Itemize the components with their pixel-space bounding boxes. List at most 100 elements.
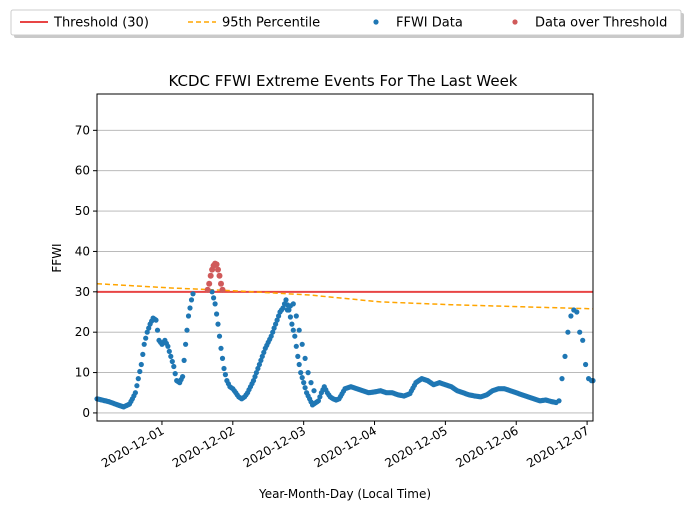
over-threshold-point <box>219 286 226 293</box>
ffwi-data-point <box>214 311 220 317</box>
ffwi-data-point <box>181 357 187 363</box>
ffwi-data-point <box>298 370 304 376</box>
ffwi-data-point <box>292 333 298 339</box>
legend-swatch-marker <box>512 19 518 25</box>
ffwi-data-point <box>305 370 311 376</box>
ffwi-data-point <box>180 374 186 380</box>
ffwi-data-point <box>137 368 143 375</box>
ffwi-data-point <box>153 317 159 323</box>
ffwi-data-point <box>574 309 580 315</box>
ffwi-data-point <box>146 325 152 331</box>
legend-label: Data over Threshold <box>535 16 667 31</box>
percentile-95-line <box>96 282 594 310</box>
ffwi-data-point <box>271 325 277 331</box>
ffwi-data-point <box>219 355 226 361</box>
y-tick-label: 20 <box>75 325 90 339</box>
legend-items: Threshold (30) 95th Percentile FFWI Data Da… <box>20 16 667 31</box>
ffwi-data-point <box>261 349 267 355</box>
ffwi-data-point <box>215 321 221 327</box>
grid-lines <box>97 129 593 414</box>
y-tick-label: 50 <box>75 204 90 218</box>
ffwi-data-point <box>253 370 259 376</box>
ffwi-data-point <box>580 337 586 343</box>
ffwi-data-point <box>222 372 228 378</box>
ffwi-data-point <box>184 327 190 333</box>
ffwi-data-point <box>577 329 583 335</box>
ffwi-data-point <box>293 343 299 349</box>
legend: Threshold (30) 95th Percentile FFWI Data Da… <box>10 9 684 38</box>
x-tick-label: 2020-12-02 <box>170 423 237 470</box>
ffwi-data-point <box>258 357 264 363</box>
ffwi-data-point <box>168 353 174 359</box>
ffwi-data-point <box>171 363 177 370</box>
ffwi-data-point <box>280 305 286 311</box>
y-tick-label: 30 <box>75 285 90 299</box>
x-tick-label: 2020-12-03 <box>241 423 308 470</box>
over-threshold-point <box>204 286 211 293</box>
ffwi-data-point <box>284 307 290 313</box>
ffwi-data-point <box>301 380 307 386</box>
x-tick-label: 2020-12-04 <box>312 423 379 470</box>
ffwi-data-point <box>169 358 175 365</box>
ffwi-data-point <box>287 314 293 320</box>
ffwi-data-point <box>166 348 172 354</box>
ffwi-data-point <box>143 335 149 341</box>
ffwi-data-point <box>218 345 224 351</box>
ffwi-data-point <box>134 383 140 389</box>
ffwi-data-point <box>255 365 261 372</box>
ffwi-data-point <box>185 313 192 319</box>
ffwi-data-point <box>172 371 178 377</box>
ffwi-data-point <box>290 327 296 333</box>
ffwi-data-point <box>565 329 571 335</box>
ffwi-data-point <box>302 355 308 361</box>
ffwi-data-point <box>140 351 146 357</box>
ffwi-data-point <box>187 305 193 311</box>
ffwi-data-point <box>132 390 138 396</box>
ffwi-data-point <box>562 353 568 359</box>
legend-frame <box>10 9 682 36</box>
ffwi-data-point <box>273 321 279 327</box>
ffwi-data-point <box>293 313 299 319</box>
x-axis-label: Year-Month-Day (Local Time) <box>258 487 431 501</box>
ffwi-data-point <box>256 361 262 368</box>
ffwi-data-point <box>250 378 257 384</box>
ffwi-data-point <box>268 333 274 339</box>
ffwi-data-point <box>556 398 562 404</box>
ffwi-data-point <box>141 341 147 347</box>
ffwi-data-point <box>165 343 171 349</box>
ffwi-data-point <box>144 329 150 335</box>
y-tick-label: 70 <box>75 123 90 137</box>
ffwi-data-point <box>568 313 574 319</box>
ffwi-data-point <box>308 380 314 386</box>
ffwi-data-point <box>290 301 296 307</box>
ffwi-data-point <box>559 376 565 382</box>
ffwi-data-point <box>212 301 218 307</box>
over-threshold-point <box>206 280 213 287</box>
ffwi-data-point <box>135 376 141 382</box>
ffwi-data-point <box>154 327 161 333</box>
ffwi-data-point <box>583 361 589 368</box>
ffwi-data-point <box>302 385 308 391</box>
ffwi-data-point <box>311 388 317 394</box>
y-tick-label: 60 <box>75 164 90 178</box>
ffwi-data-point <box>295 353 301 359</box>
ffwi-data-point <box>188 297 195 303</box>
ffwi-data-point <box>315 398 321 404</box>
y-axis-ticks: 0 10 20 30 40 50 60 70 <box>75 123 97 420</box>
y-tick-label: 40 <box>75 244 90 258</box>
data-points <box>94 260 596 410</box>
legend-label: Threshold (30) <box>53 16 149 31</box>
y-tick-label: 0 <box>82 406 90 420</box>
ffwi-data-point <box>221 365 227 372</box>
over-threshold-point <box>207 272 214 279</box>
x-tick-label: 2020-12-01 <box>99 423 166 470</box>
plot-frame <box>96 93 594 422</box>
ffwi-data-point <box>317 394 323 400</box>
ffwi-data-point <box>183 341 189 347</box>
chart-title: KCDC FFWI Extreme Events For The Last We… <box>168 72 517 90</box>
ffwi-data-point <box>274 317 280 323</box>
x-axis-ticks: 2020-12-01 2020-12-02 2020-12-03 2020-12-04… <box>99 421 592 470</box>
reference-lines <box>96 282 594 310</box>
